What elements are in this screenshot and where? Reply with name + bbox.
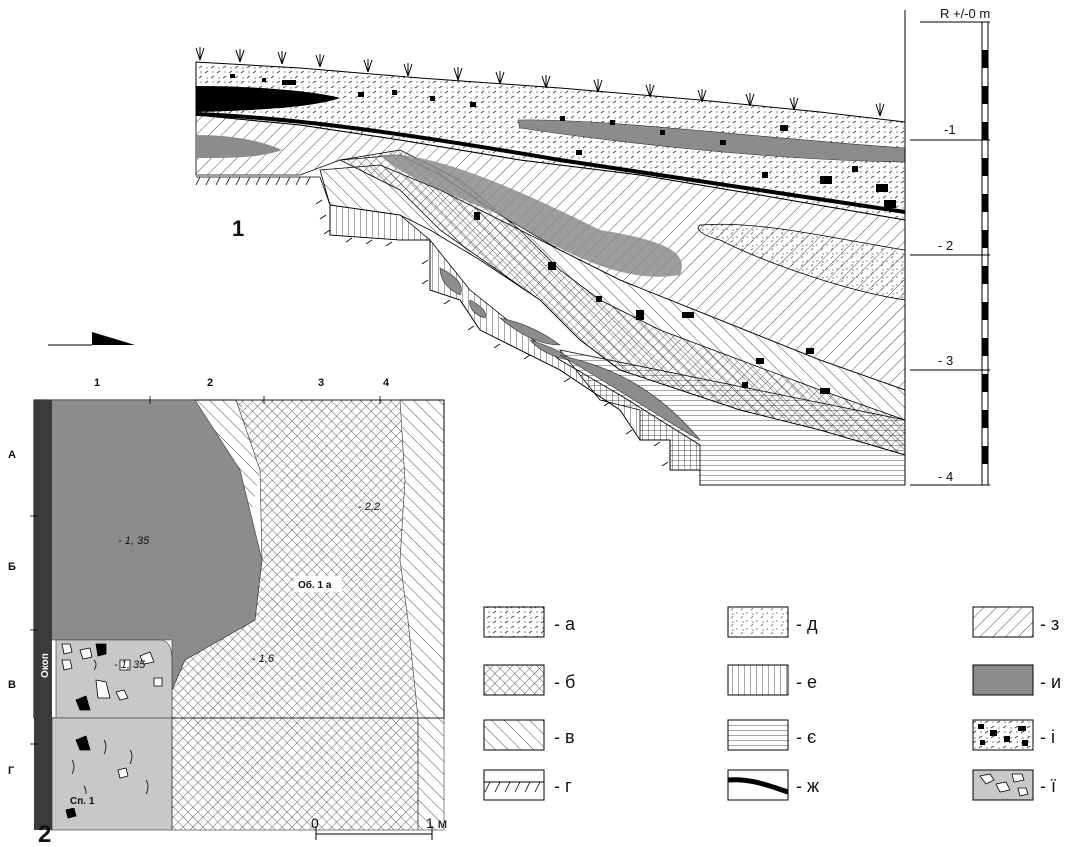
plan-depth-cluster: - 1, 35 <box>114 659 146 671</box>
layer-zh-line <box>195 112 906 214</box>
legend-swatch-b <box>483 664 545 696</box>
legend-swatch-zh <box>727 769 789 801</box>
sod-markers <box>195 47 885 117</box>
legend-swatch-ye <box>727 719 789 751</box>
plan-depth-upper: - 1, 35 <box>118 535 150 547</box>
stones <box>230 74 896 394</box>
trench-strip <box>34 400 52 830</box>
legend-swatch-i <box>972 719 1034 751</box>
depth-tick-3: - 3 <box>938 353 953 368</box>
grey-lenses <box>439 267 701 441</box>
layer-b <box>338 149 906 456</box>
scale-bar: 0 1 м <box>311 815 447 840</box>
legend-label-z: - з <box>1040 614 1059 634</box>
legend-label-i: - і <box>1040 727 1055 747</box>
layer-zh <box>196 86 340 112</box>
ground-hatch <box>195 176 905 486</box>
legend-label-a: - а <box>554 614 576 634</box>
legend-label-h: - г <box>554 776 572 796</box>
legend-swatch-yi <box>972 769 1034 801</box>
legend-label-e: - е <box>796 672 817 692</box>
legend-label-yi: - ї <box>1040 776 1056 796</box>
grid-col-2: 2 <box>207 377 213 389</box>
cluster-label: Сп. 1 <box>70 796 95 807</box>
scale-zero: 0 <box>311 815 319 831</box>
north-arrow <box>48 332 135 346</box>
layer-d <box>697 223 906 301</box>
legend-label-d: - д <box>796 614 818 634</box>
extra-stones <box>65 735 149 819</box>
plan-view: 1 2 3 4 А Б В Г <box>8 377 447 847</box>
plan-depth-right: - 2,2 <box>358 501 380 513</box>
legend-swatch-z <box>972 606 1034 638</box>
grid-row-v: В <box>8 679 16 691</box>
legend-label-y: - и <box>1040 672 1061 692</box>
depth-tick-1: -1 <box>944 122 956 137</box>
grid-col-4: 4 <box>383 377 390 389</box>
legend-label-zh: - ж <box>796 776 819 796</box>
object-label: Об. 1 а <box>298 579 332 591</box>
legend-swatch-v <box>483 719 545 751</box>
legend-swatch-h <box>483 769 545 801</box>
legend-swatch-e <box>727 664 789 696</box>
plan-number: 2 <box>38 821 51 847</box>
grid-row-b: Б <box>8 561 16 573</box>
legend-label-v: - в <box>554 727 575 747</box>
section-profile: 1 <box>195 47 906 486</box>
grid-col-1: 1 <box>94 377 100 389</box>
depth-scale: R +/-0 m -1 - 2 - 3 - 4 <box>904 6 990 486</box>
trench-label: Окоп <box>40 653 51 678</box>
legend-swatch-d <box>727 606 789 638</box>
plan-layer-v <box>190 400 444 718</box>
plan-depth-lower: - 1,6 <box>252 653 275 665</box>
legend-label-b: - б <box>554 672 575 692</box>
scale-one: 1 м <box>426 815 447 831</box>
section-number: 1 <box>232 216 244 241</box>
grid-col-3: 3 <box>318 377 324 389</box>
legend-label-ye: - є <box>796 727 816 747</box>
grid-row-h: Г <box>8 765 15 777</box>
layer-y-upper <box>380 154 682 277</box>
elevation-label: R +/-0 m <box>940 6 990 21</box>
grid-row-a: А <box>8 449 16 461</box>
depth-tick-2: - 2 <box>938 238 953 253</box>
legend: - а - б - в - г - д - е - є - ж - з - и <box>483 606 1061 801</box>
legend-swatch-y <box>972 664 1034 696</box>
layer-y-left <box>196 135 282 158</box>
legend-swatch-a <box>483 606 545 638</box>
depth-tick-4: - 4 <box>938 469 953 484</box>
